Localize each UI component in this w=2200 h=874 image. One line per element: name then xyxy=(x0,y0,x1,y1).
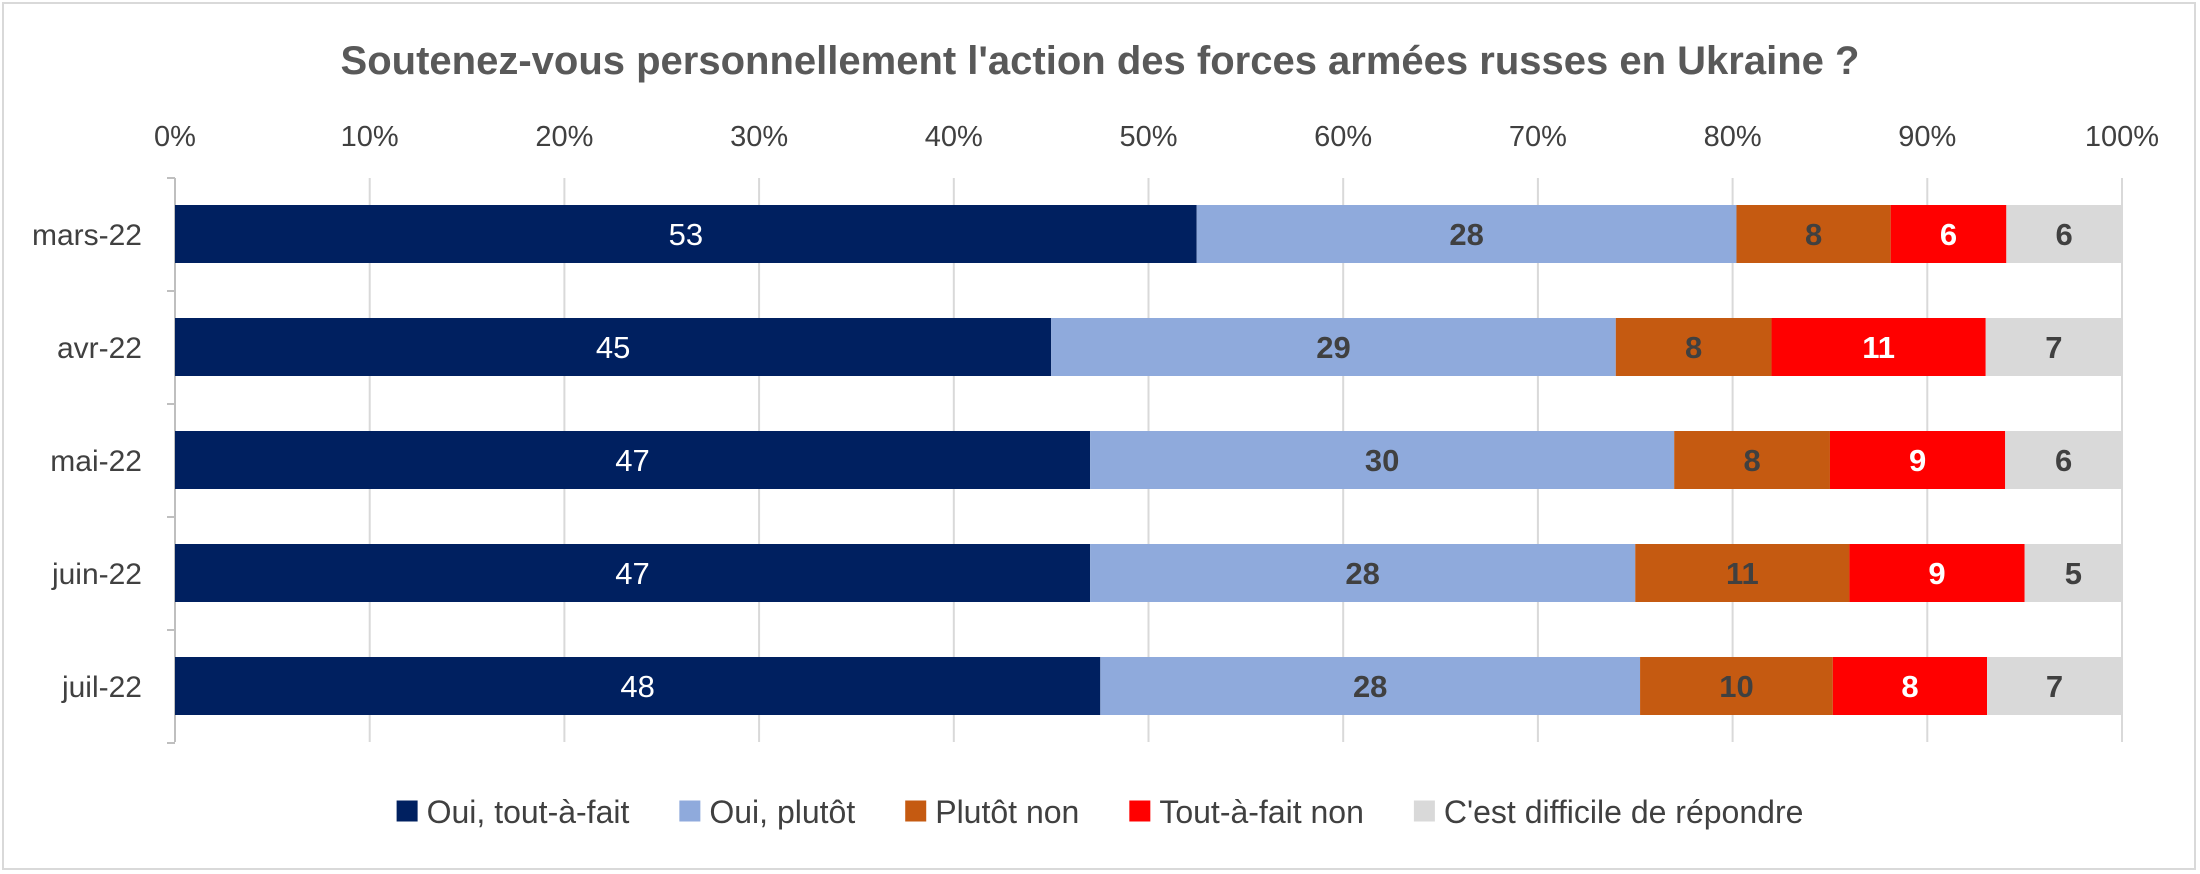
legend-swatch xyxy=(396,800,418,822)
legend-item: Tout-à-fait non xyxy=(1129,794,1364,830)
data-label: 45 xyxy=(596,330,630,365)
category-label: juil-22 xyxy=(61,671,142,704)
data-label: 7 xyxy=(2046,669,2063,704)
bar-segment xyxy=(175,318,1052,376)
data-label: 6 xyxy=(2056,217,2073,252)
data-label: 53 xyxy=(669,217,703,252)
axis: 0% 10% 20% 30% 40% 50% 60% 70% 80% 90% 100% mars-22… xyxy=(32,121,2159,744)
bar-segment xyxy=(1090,431,1675,489)
data-label: 8 xyxy=(1685,330,1702,365)
chart-title: Soutenez-vous personnellement l'action d… xyxy=(341,39,1860,83)
x-tick-label: 0% xyxy=(154,121,196,153)
bar-segment xyxy=(175,657,1101,715)
bar-segment xyxy=(1635,544,1850,602)
legend-swatch xyxy=(1413,800,1435,822)
legend: Oui, tout-à-fait Oui, plutôt Plutôt non Tou… xyxy=(396,794,1804,830)
data-label: 48 xyxy=(620,669,654,704)
bar-segment xyxy=(1736,205,1891,263)
data-label: 6 xyxy=(2055,443,2072,478)
category-label: avr-22 xyxy=(57,332,142,365)
x-tick-label: 80% xyxy=(1704,121,1762,153)
bar-segment xyxy=(1985,318,2122,376)
legend-label: C'est difficile de répondre xyxy=(1444,794,1804,830)
data-label: 9 xyxy=(1928,556,1945,591)
legend-item: C'est difficile de répondre xyxy=(1413,794,1804,830)
data-label: 30 xyxy=(1365,443,1399,478)
x-tick-label: 70% xyxy=(1509,121,1567,153)
bar-segment xyxy=(175,205,1197,263)
category-label: mai-22 xyxy=(50,445,142,478)
bar-segment xyxy=(2024,544,2122,602)
data-label: 9 xyxy=(1909,443,1926,478)
bar-segment xyxy=(1829,431,2006,489)
bar-segment xyxy=(2006,205,2122,263)
bar-segment xyxy=(1615,318,1772,376)
data-label: 7 xyxy=(2045,330,2062,365)
data-label: 6 xyxy=(1940,217,1957,252)
legend-item: Plutôt non xyxy=(905,794,1079,830)
data-label: 5 xyxy=(2065,556,2082,591)
legend-label: Oui, plutôt xyxy=(709,794,855,830)
data-label: 11 xyxy=(1862,330,1895,365)
bar-segment xyxy=(1832,657,1988,715)
bar-segment xyxy=(1890,205,2007,263)
legend-label: Oui, tout-à-fait xyxy=(427,794,630,830)
data-label: 11 xyxy=(1726,556,1759,591)
x-tick-label: 50% xyxy=(1119,121,1177,153)
bar-segment xyxy=(1640,657,1833,715)
bar-segment xyxy=(1196,205,1737,263)
data-label: 28 xyxy=(1353,669,1387,704)
x-tick-label: 40% xyxy=(925,121,983,153)
category-label: juin-22 xyxy=(51,558,142,591)
bar-segment xyxy=(1051,318,1616,376)
bar-segment xyxy=(1090,544,1636,602)
x-tick-label: 90% xyxy=(1898,121,1956,153)
category-label: mars-22 xyxy=(32,219,142,252)
legend-item: Oui, plutôt xyxy=(679,794,855,830)
data-label: 29 xyxy=(1316,330,1350,365)
bar-segment xyxy=(175,431,1091,489)
data-label: 47 xyxy=(615,443,649,478)
bar-segment xyxy=(1849,544,2025,602)
legend-item: Oui, tout-à-fait xyxy=(396,794,630,830)
x-tick-label: 20% xyxy=(535,121,593,153)
bar-segment xyxy=(2005,431,2122,489)
x-tick-label: 30% xyxy=(730,121,788,153)
data-label: 28 xyxy=(1449,217,1483,252)
x-tick-label: 60% xyxy=(1314,121,1372,153)
bar-segment xyxy=(1674,431,1830,489)
legend-swatch xyxy=(679,800,701,822)
data-label: 10 xyxy=(1719,669,1753,704)
legend-label: Tout-à-fait non xyxy=(1159,794,1364,830)
bar-segment xyxy=(1987,657,2122,715)
bar-segment xyxy=(175,544,1091,602)
bar-segment xyxy=(1100,657,1641,715)
legend-label: Plutôt non xyxy=(935,794,1079,830)
bars: 53 28 8 6 6 45 29 8 11 7 47 30 8 9 6 47 28 11 9 5 48 28 10 8 7 xyxy=(175,205,2122,715)
data-label: 8 xyxy=(1743,443,1760,478)
data-label: 28 xyxy=(1345,556,1379,591)
bar-segment xyxy=(1771,318,1986,376)
legend-swatch xyxy=(1129,800,1151,822)
x-tick-label: 100% xyxy=(2085,121,2159,153)
data-label: 8 xyxy=(1901,669,1918,704)
legend-swatch xyxy=(905,800,927,822)
data-label: 47 xyxy=(615,556,649,591)
x-tick-label: 10% xyxy=(341,121,399,153)
data-label: 8 xyxy=(1805,217,1822,252)
